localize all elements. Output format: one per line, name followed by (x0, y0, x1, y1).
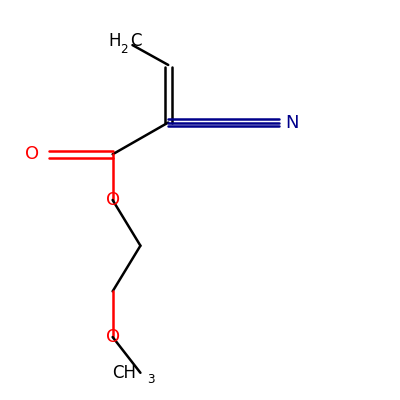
Text: O: O (106, 191, 120, 209)
Text: O: O (106, 328, 120, 346)
Text: O: O (25, 145, 39, 163)
Text: C: C (130, 32, 142, 50)
Text: N: N (286, 114, 299, 132)
Text: CH: CH (112, 364, 136, 382)
Text: H: H (109, 32, 121, 50)
Text: 2: 2 (120, 42, 128, 56)
Text: 3: 3 (148, 374, 155, 386)
